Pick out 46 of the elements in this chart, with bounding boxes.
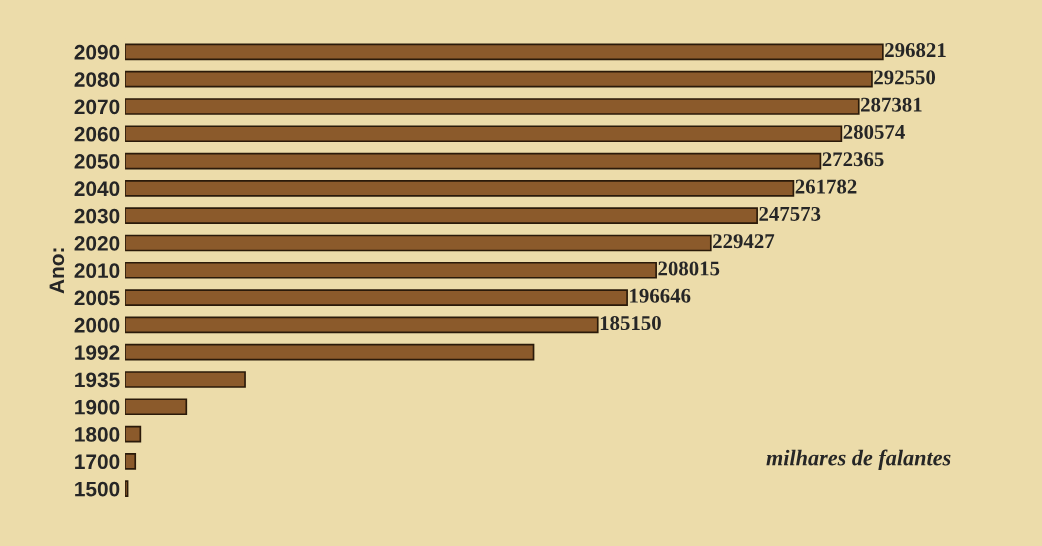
y-tick-label: 2010 (74, 263, 120, 279)
y-tick-label: 2020 (74, 235, 120, 251)
y-tick-label: 2050 (74, 154, 120, 169)
y-tick-label: 2000 (74, 317, 120, 333)
data-label: 247573 (759, 206, 821, 221)
bar (125, 316, 599, 334)
y-tick-label: 1700 (75, 454, 120, 470)
y-tick-label: 2070 (74, 99, 120, 115)
data-label: 185150 (600, 316, 661, 331)
y-tick-label: 2060 (74, 126, 120, 142)
y-axis-title: Ano: (49, 248, 65, 294)
bar (125, 234, 712, 252)
y-tick-label: 1900 (75, 399, 120, 415)
bar (125, 152, 822, 170)
bar (125, 425, 142, 443)
data-label: 196646 (630, 288, 691, 303)
y-tick-label: 2005 (74, 290, 120, 306)
bar (125, 180, 795, 197)
bar (125, 43, 884, 61)
bar (125, 343, 535, 361)
bar (125, 398, 188, 416)
y-tick-label: 1992 (75, 345, 120, 360)
bar (125, 125, 843, 143)
annotation: milhares de falantes (766, 449, 951, 470)
y-tick-label: 2080 (74, 72, 120, 87)
data-label: 272365 (822, 152, 884, 167)
data-label: 261782 (795, 179, 857, 194)
data-label: 287381 (861, 97, 922, 112)
bar (125, 98, 860, 115)
data-label: 280574 (843, 124, 905, 139)
y-tick-label: 2090 (74, 44, 120, 60)
data-label: 229427 (713, 234, 775, 249)
y-tick-label: 1500 (75, 481, 120, 497)
bar (125, 453, 137, 470)
y-tick-label: 2040 (74, 181, 120, 197)
data-label: 208015 (658, 261, 720, 276)
bar (125, 261, 657, 279)
y-tick-label: 1800 (75, 427, 120, 442)
bar (125, 207, 758, 225)
bar (125, 371, 246, 388)
data-label: 296821 (885, 43, 946, 58)
data-label: 292550 (874, 70, 936, 85)
y-tick-label: 1935 (75, 372, 120, 388)
bar (125, 289, 628, 306)
y-tick-label: 2030 (74, 208, 120, 224)
bar (125, 70, 873, 88)
